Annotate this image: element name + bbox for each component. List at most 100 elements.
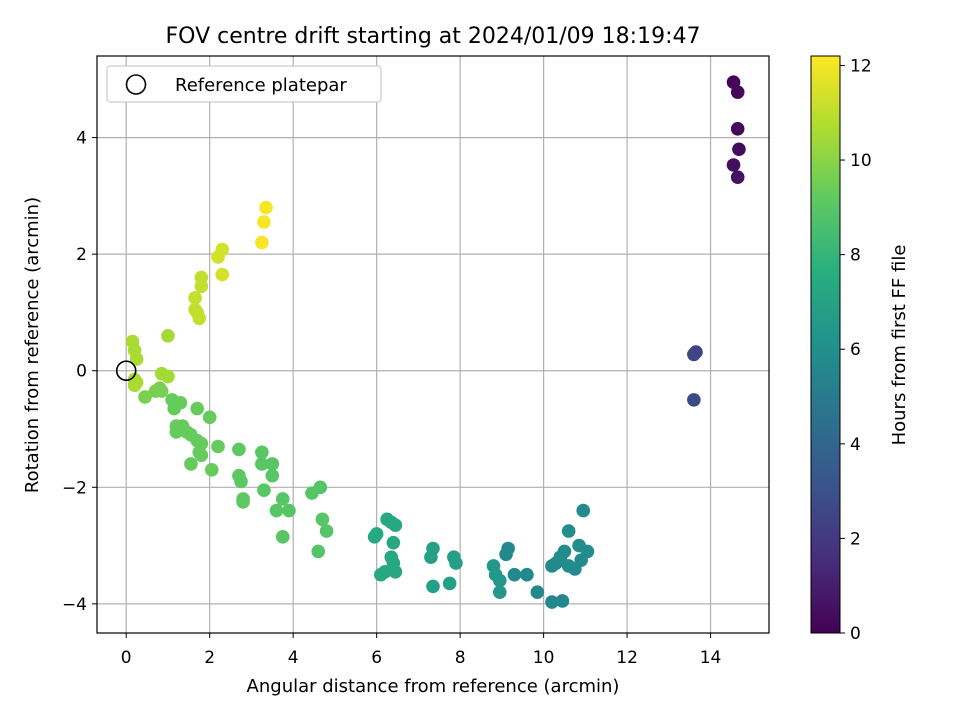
data-point xyxy=(732,142,746,157)
colorbar-tick-label: 0 xyxy=(850,624,861,644)
grid-lines xyxy=(97,56,769,633)
data-point xyxy=(190,401,204,416)
data-point xyxy=(687,393,701,407)
data-point xyxy=(426,579,440,594)
data-point xyxy=(269,503,284,518)
data-point xyxy=(305,486,319,500)
colorbar-tick-label: 2 xyxy=(850,529,861,549)
data-point xyxy=(367,530,382,544)
data-point xyxy=(374,567,388,582)
data-point xyxy=(257,483,271,498)
data-point xyxy=(194,279,209,294)
colorbar: 0 2 4 6 8 10 12 Hours from first FF file xyxy=(810,55,910,644)
data-point xyxy=(125,334,140,349)
data-point xyxy=(545,559,559,573)
data-point xyxy=(169,425,184,439)
data-point xyxy=(255,457,269,471)
x-tick-label: 0 xyxy=(121,648,132,668)
data-point xyxy=(315,512,330,527)
data-point xyxy=(184,457,198,471)
data-point xyxy=(215,267,230,282)
legend-box xyxy=(106,65,382,103)
data-point xyxy=(730,122,745,136)
data-point xyxy=(192,311,207,326)
data-point xyxy=(257,215,271,229)
data-point xyxy=(687,347,701,362)
data-point xyxy=(561,524,576,538)
colorbar-tick-label: 12 xyxy=(850,56,872,76)
x-tick-label: 8 xyxy=(455,648,466,668)
colorbar-tick-label: 6 xyxy=(850,340,861,360)
data-point xyxy=(255,445,269,460)
data-point xyxy=(282,503,296,518)
data-point xyxy=(730,170,745,185)
data-point xyxy=(520,567,534,582)
data-point xyxy=(234,474,248,489)
colorbar-tick-label: 10 xyxy=(850,151,872,171)
data-point xyxy=(545,595,559,609)
colorbar-tick-label: 8 xyxy=(850,246,861,266)
data-point xyxy=(488,567,503,582)
data-point xyxy=(236,495,250,509)
data-point xyxy=(424,550,438,565)
data-point xyxy=(275,492,290,506)
data-point xyxy=(204,463,219,477)
data-point xyxy=(572,538,586,553)
data-point xyxy=(507,567,522,582)
y-axis-label: Rotation from reference (arcmin) xyxy=(22,197,43,493)
data-point xyxy=(499,547,513,562)
data-point xyxy=(555,594,570,608)
colorbar-ticks: 0 2 4 6 8 10 12 xyxy=(840,56,872,644)
x-tick-label: 2 xyxy=(204,648,215,668)
data-point xyxy=(388,565,403,579)
data-point xyxy=(576,503,591,518)
data-point xyxy=(161,369,175,384)
data-point xyxy=(165,393,179,407)
data-point xyxy=(259,200,273,215)
legend: Reference platepar xyxy=(106,65,382,103)
data-point xyxy=(561,559,576,573)
data-point xyxy=(265,468,280,483)
data-point xyxy=(192,445,207,460)
legend-label: Reference platepar xyxy=(175,75,347,96)
x-tick-label: 4 xyxy=(288,648,299,668)
data-point xyxy=(211,439,225,454)
data-point xyxy=(148,384,163,398)
plot-frame xyxy=(96,55,770,634)
data-point xyxy=(255,235,269,250)
data-point xyxy=(449,556,463,570)
data-point xyxy=(211,250,225,264)
y-tick-label: 4 xyxy=(76,129,87,149)
y-tick-label: 0 xyxy=(76,362,87,382)
data-point xyxy=(188,291,202,305)
data-point xyxy=(311,544,326,559)
data-point xyxy=(492,585,507,600)
legend-marker xyxy=(125,74,147,95)
data-point xyxy=(442,576,457,591)
chart-title: FOV centre drift starting at 2024/01/09 … xyxy=(166,24,701,49)
reference-platepar-marker xyxy=(115,360,137,382)
data-points xyxy=(125,75,746,609)
x-tick-label: 12 xyxy=(616,648,638,668)
y-tick-label: 2 xyxy=(76,245,87,265)
colorbar-label: Hours from first FF file xyxy=(889,245,910,446)
data-point xyxy=(388,518,403,532)
colorbar-gradient xyxy=(810,55,841,634)
data-point xyxy=(530,585,545,600)
x-axis-ticks: 0 2 4 6 8 10 12 14 xyxy=(121,633,722,668)
data-point xyxy=(275,530,290,544)
data-point xyxy=(161,328,175,343)
data-point xyxy=(138,390,152,404)
y-axis-ticks: −4 −2 0 2 4 xyxy=(62,129,97,615)
data-point xyxy=(232,442,246,457)
data-point xyxy=(202,410,217,425)
data-point xyxy=(265,457,280,471)
colorbar-tick-label: 4 xyxy=(850,435,861,455)
x-tick-label: 10 xyxy=(533,648,555,668)
y-tick-label: −4 xyxy=(62,595,87,615)
data-point xyxy=(386,535,401,550)
x-tick-label: 14 xyxy=(700,648,722,668)
data-point xyxy=(127,372,142,387)
data-point xyxy=(319,524,334,538)
